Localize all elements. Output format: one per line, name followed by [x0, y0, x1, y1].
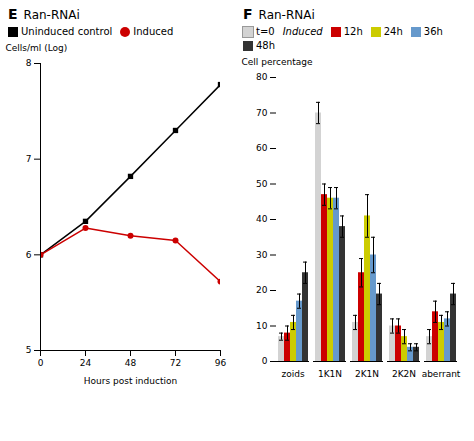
svg-text:2K2N: 2K2N [392, 369, 416, 379]
html-text:F Ran-RNAi: F Ran-RNAi [243, 6, 315, 22]
svg-text:1K1N: 1K1N [318, 369, 342, 379]
html-text:Induced: Induced [133, 26, 174, 37]
html-text:48h: 48h [256, 40, 276, 51]
svg-text:80: 80 [256, 72, 268, 82]
svg-text:24: 24 [80, 358, 92, 368]
svg-text:30: 30 [256, 250, 268, 260]
svg-text:20: 20 [256, 285, 268, 295]
svg-text:7: 7 [26, 154, 32, 164]
svg-text:70: 70 [256, 108, 268, 118]
svg-text:8: 8 [26, 58, 32, 68]
html-text:Induced: Induced [282, 26, 323, 37]
html-text:36h: 36h [423, 26, 443, 37]
svg-text:Hours post induction: Hours post induction [84, 376, 177, 386]
svg-text:10: 10 [256, 321, 268, 331]
svg-text:6: 6 [26, 250, 32, 260]
svg-text:50: 50 [256, 179, 268, 189]
svg-text:Cell percentage: Cell percentage [242, 57, 313, 67]
svg-text:72: 72 [170, 358, 181, 368]
html-text:E Ran-RNAi: E Ran-RNAi [8, 6, 80, 22]
svg-text:0: 0 [262, 356, 268, 366]
svg-text:5: 5 [26, 345, 32, 355]
svg-text:0: 0 [38, 358, 44, 368]
html-text:Uninduced control: Uninduced control [21, 26, 113, 37]
svg-text:2K1N: 2K1N [355, 369, 379, 379]
svg-text:Cells/ml (Log): Cells/ml (Log) [6, 43, 68, 53]
svg-text:aberrant: aberrant [422, 369, 461, 379]
svg-text:48: 48 [125, 358, 137, 368]
svg-text:60: 60 [256, 143, 268, 153]
html-text:12h: 12h [343, 26, 363, 37]
svg-text:40: 40 [256, 214, 268, 224]
svg-text:zoids: zoids [281, 369, 304, 379]
svg-text:96: 96 [215, 358, 227, 368]
html-text:24h: 24h [383, 26, 403, 37]
html-text:t=0: t=0 [256, 26, 275, 37]
